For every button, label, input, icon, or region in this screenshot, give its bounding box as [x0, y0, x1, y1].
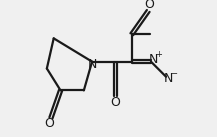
Text: N: N: [163, 72, 173, 85]
Text: O: O: [110, 96, 120, 109]
Text: N: N: [148, 53, 158, 66]
Text: O: O: [145, 0, 155, 11]
Text: +: +: [155, 50, 162, 59]
Text: N: N: [88, 58, 97, 71]
Text: −: −: [170, 69, 177, 78]
Text: O: O: [45, 118, 54, 130]
